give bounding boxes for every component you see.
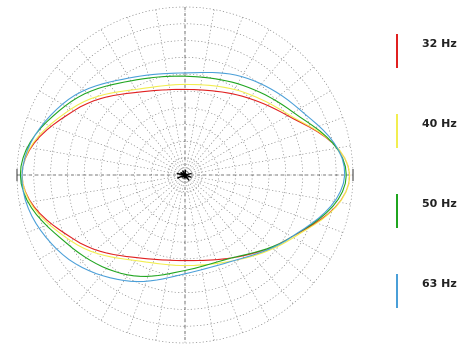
- grid-spoke: [184, 117, 344, 176]
- legend-swatch: [396, 274, 398, 308]
- grid-spoke: [26, 174, 186, 233]
- grid-spoke: [100, 29, 186, 176]
- grid-spoke: [184, 174, 344, 233]
- grid-spoke: [56, 66, 186, 176]
- legend-swatch: [396, 194, 398, 228]
- grid-spoke: [184, 174, 314, 284]
- grid-spoke: [184, 29, 270, 176]
- grid-spoke: [184, 174, 351, 205]
- grid-spoke: [184, 174, 270, 321]
- grid-spoke: [184, 16, 243, 176]
- grid-spoke: [39, 90, 186, 176]
- series-line: [19, 75, 347, 277]
- grid-spoke: [184, 174, 215, 341]
- grid-spoke: [184, 174, 294, 304]
- grid-spoke: [100, 174, 186, 321]
- grid-ring: [67, 57, 303, 293]
- polar-plot: [16, 6, 354, 344]
- legend-label: 32 Hz: [422, 37, 457, 50]
- series-curves: [19, 71, 351, 283]
- series-line: [21, 71, 346, 283]
- center-mark: [184, 172, 192, 176]
- center-mark: [180, 171, 186, 176]
- grid-spoke: [184, 174, 331, 260]
- grid-spoke: [19, 145, 186, 176]
- grid-spoke: [184, 66, 314, 176]
- legend-swatch: [396, 34, 398, 68]
- grid-spoke: [76, 46, 186, 176]
- center-mark: [176, 174, 186, 179]
- legend-swatch: [396, 114, 398, 148]
- grid-spoke: [184, 90, 331, 176]
- legend-label: 40 Hz: [422, 117, 457, 130]
- center-marker: [176, 169, 192, 181]
- grid-spoke: [127, 174, 186, 334]
- legend-label: 63 Hz: [422, 277, 457, 290]
- grid-spoke: [155, 174, 186, 341]
- grid-spoke: [184, 9, 215, 176]
- grid-spoke: [184, 46, 294, 176]
- grid-spoke: [184, 145, 351, 176]
- grid-spoke: [26, 117, 186, 176]
- grid-spoke: [19, 174, 186, 205]
- grid-spoke: [39, 174, 186, 260]
- grid-ring: [151, 141, 219, 209]
- grid-spoke: [127, 16, 186, 176]
- legend-label: 50 Hz: [422, 197, 457, 210]
- grid-ring: [83, 73, 287, 277]
- grid-spoke: [76, 174, 186, 304]
- grid-spoke: [155, 9, 186, 176]
- grid-spoke: [184, 174, 243, 334]
